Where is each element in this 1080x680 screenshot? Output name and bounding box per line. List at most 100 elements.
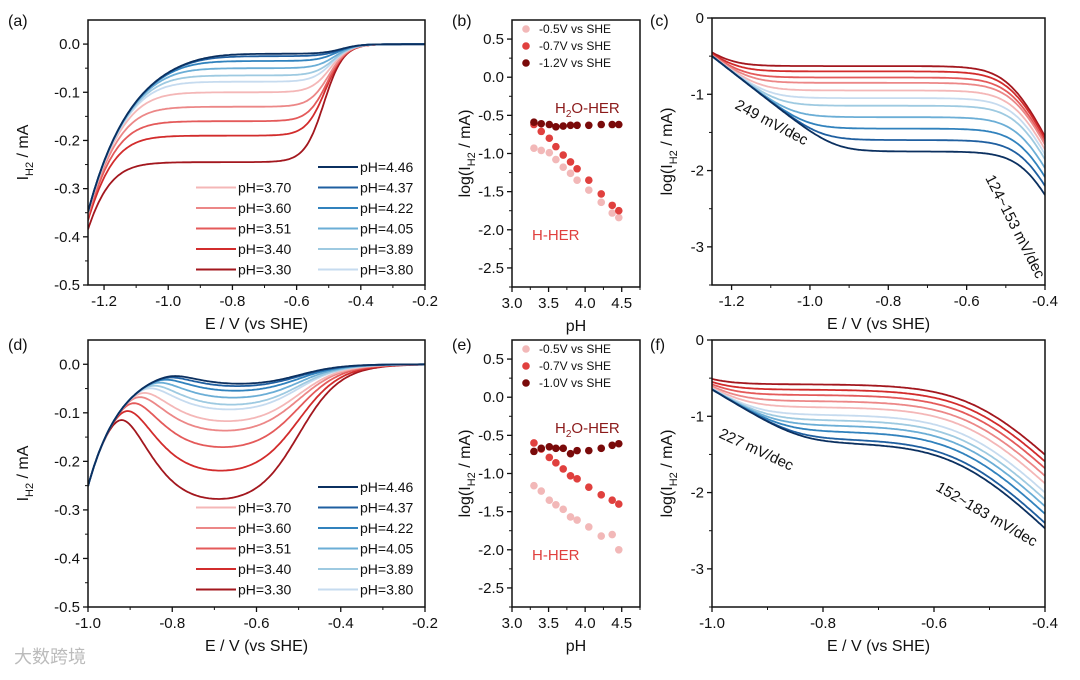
scatter-point xyxy=(608,209,617,217)
x-tick-label: -1.2 xyxy=(719,293,745,310)
scatter-point xyxy=(585,446,593,455)
plot-area xyxy=(88,363,425,500)
x-axis-label: E / V (vs SHE) xyxy=(205,638,308,655)
legend-label: pH=3.30 xyxy=(238,262,292,278)
axes-frame xyxy=(87,19,426,286)
y-tick-label: -3 xyxy=(691,239,704,256)
plot-area xyxy=(530,118,623,222)
plot-area xyxy=(712,378,1045,530)
y-label-rest: / mA) xyxy=(457,110,474,153)
x-tick-label: -0.8 xyxy=(219,293,245,310)
scatter-point xyxy=(559,151,567,159)
scatter-point xyxy=(545,496,554,505)
scatter-point xyxy=(537,127,546,136)
x-tick-label: -0.4 xyxy=(1032,615,1058,632)
legend-label: pH=4.05 xyxy=(360,541,414,557)
y-tick-label: -0.5 xyxy=(478,427,504,444)
scatter-point xyxy=(597,532,606,540)
x-tick-label: -0.8 xyxy=(875,293,901,310)
legend: pH=3.30 pH=3.40 pH=3.51 pH=3.60 pH=3.70 pH=3.… xyxy=(196,479,414,598)
y-tick-label: -0.2 xyxy=(54,453,80,470)
legend-label: pH=3.30 xyxy=(238,582,292,598)
y-tick-label: 0.5 xyxy=(483,351,504,368)
legend-label: pH=4.05 xyxy=(360,221,414,237)
ann-main: H xyxy=(555,420,566,437)
scatter-point xyxy=(573,446,581,455)
plot-area xyxy=(712,51,1045,196)
scatter-point xyxy=(597,444,606,453)
legend-label: pH=3.70 xyxy=(238,500,292,516)
scatter-point xyxy=(573,475,581,483)
y-tick-label: 0.0 xyxy=(483,69,504,86)
legend-label: -0.5V vs SHE xyxy=(539,22,611,36)
scatter-point xyxy=(597,190,606,198)
y-label-rest: / mA) xyxy=(659,108,676,151)
scatter-point xyxy=(537,146,546,155)
y-label-main: log(I xyxy=(457,166,474,197)
legend-label: pH=4.46 xyxy=(360,159,414,175)
scatter-point xyxy=(608,530,617,539)
legend-label: pH=4.22 xyxy=(360,520,414,536)
panel-c: -1.2 -1.0 -0.8 -0.6 -0.4 0 -1 -2 -3 (c) E / V (vs … xyxy=(650,10,1058,333)
axes-frame xyxy=(511,339,641,608)
series-line-pH-4.46 xyxy=(712,388,1045,530)
y-label-sub: H2 xyxy=(466,152,478,166)
x-tick-label: -0.6 xyxy=(921,615,947,632)
y-tick-label: -0.1 xyxy=(54,405,80,422)
x-axis-label: E / V (vs SHE) xyxy=(205,316,308,333)
x-tick-label: 4.5 xyxy=(611,615,632,632)
axes-frame xyxy=(711,17,1046,286)
y-tick-label: -0.5 xyxy=(54,277,80,294)
y-tick-label: -0.3 xyxy=(54,181,80,198)
series-line-pH-3.60 xyxy=(712,54,1045,146)
x-tick-label: -0.2 xyxy=(412,615,438,632)
y-tick-label: -1.0 xyxy=(478,146,504,163)
legend-label: -0.7V vs SHE xyxy=(539,359,611,373)
x-tick-label: -1.0 xyxy=(797,293,823,310)
scatter-point xyxy=(559,122,567,130)
y-tick-label: -0.2 xyxy=(54,132,80,149)
legend-label: -1.2V vs SHE xyxy=(539,56,611,70)
y-tick-label: 0 xyxy=(696,332,704,349)
scatter-point xyxy=(545,453,554,462)
x-tick-label: -0.4 xyxy=(328,615,354,632)
scatter-point xyxy=(608,120,617,129)
series-line-pH-3.80 xyxy=(712,55,1045,155)
series-line-pH-3.70 xyxy=(712,54,1045,151)
y-tick-label: 0.0 xyxy=(483,389,504,406)
y-axis-label: log(IH2 / mA) xyxy=(457,110,478,198)
series-line-pH-4.46 xyxy=(88,363,425,487)
series-line-pH-3.70 xyxy=(712,386,1045,485)
scatter-point xyxy=(585,176,593,184)
panel-label: (c) xyxy=(650,13,669,30)
scatter-point xyxy=(573,164,581,173)
scatter-point xyxy=(545,134,554,143)
y-tick-label: -1 xyxy=(691,86,704,103)
y-tick-label: -0.3 xyxy=(54,502,80,519)
scatter-point xyxy=(566,471,575,480)
legend-label: pH=3.40 xyxy=(238,241,292,257)
panel-b: 3.0 3.5 4.0 4.5 0.5 0.0 -0.5 -1.0 -1.5 -2.0 -2.5 (b… xyxy=(452,13,641,335)
scatter-point xyxy=(597,120,606,129)
series-line-pH-4.05 xyxy=(712,388,1045,507)
scatter-point xyxy=(552,123,560,131)
legend-marker xyxy=(522,59,530,67)
legend-label: pH=3.70 xyxy=(238,180,292,196)
x-tick-label: 3.0 xyxy=(502,615,523,632)
series-line-pH-3.80 xyxy=(712,387,1045,494)
scatter-point xyxy=(614,439,623,448)
y-axis-label: IH2 / mA xyxy=(15,445,36,501)
h2o-her-annotation: H2O-HER xyxy=(555,100,620,120)
scatter-point xyxy=(545,443,554,451)
x-tick-label: -1.2 xyxy=(91,293,117,310)
x-tick-label: -0.8 xyxy=(159,615,185,632)
x-tick-label: -1.0 xyxy=(75,615,101,632)
slope-annotation: 227 mV/dec xyxy=(716,425,796,474)
scatter-point xyxy=(566,121,575,130)
y-tick-label: -1.5 xyxy=(478,504,504,521)
scatter-point xyxy=(530,118,538,127)
y-axis-label: log(IH2 / mA) xyxy=(457,430,478,518)
scatter-point xyxy=(559,465,567,473)
x-tick-label: 3.5 xyxy=(538,295,559,312)
scatter-point xyxy=(585,121,593,130)
